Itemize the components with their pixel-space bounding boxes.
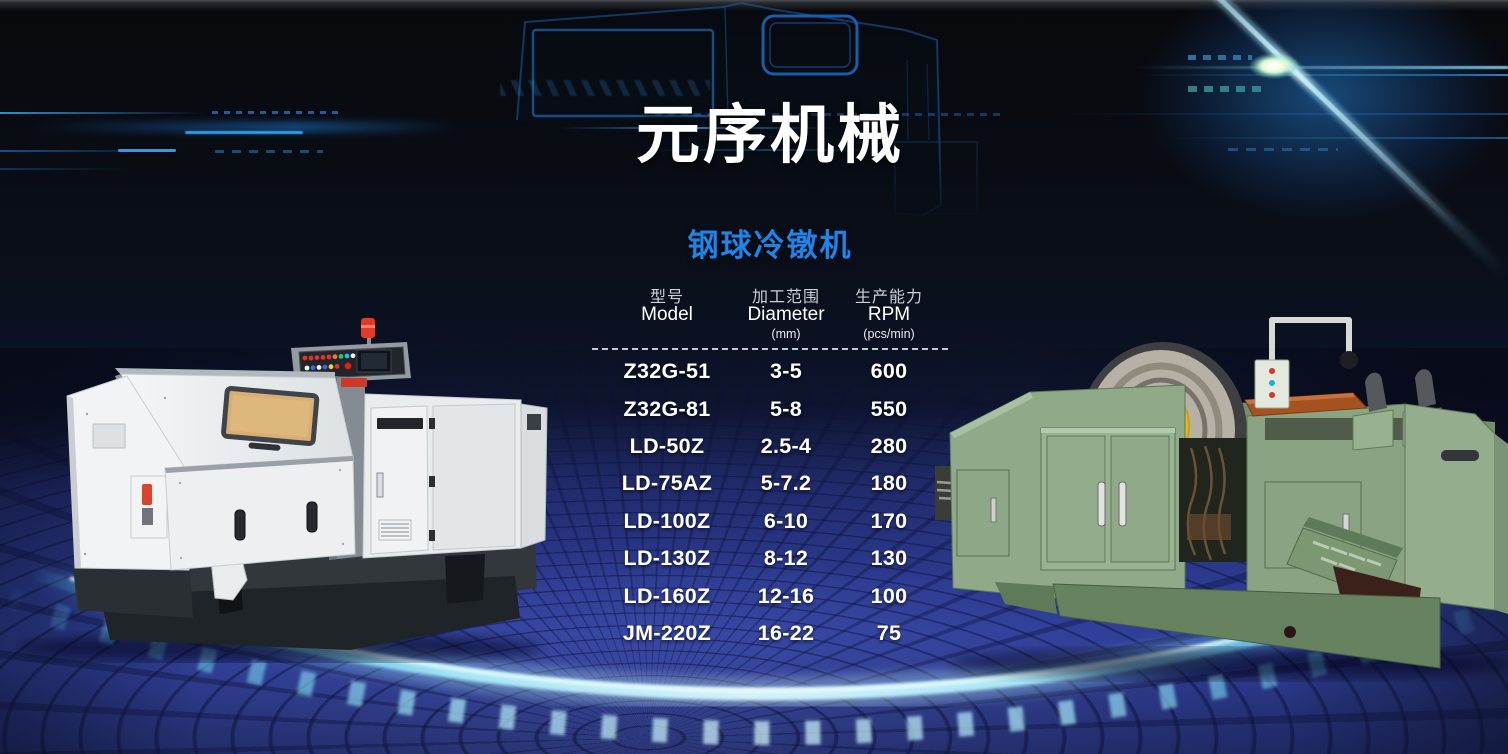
spec-table: 型号 Model 加工范围 Diameter (mm) 生产能力 RPM (pc… [592,283,948,652]
table-row: LD-130Z 8-12 130 [592,540,948,577]
tech-line-decoration [30,122,460,132]
spec-table-rows: Z32G-51 3-5 600 Z32G-81 5-8 550 LD-50Z 2… [592,353,948,652]
table-row: LD-50Z 2.5-4 280 [592,428,948,465]
diameter-cell: 12-16 [757,583,815,608]
column-header-cn: 型号 [649,289,684,306]
column-header-unit: (pcs/min) [863,327,915,341]
column-header-cn: 加工范围 [751,289,820,306]
rpm-cell: 550 [870,396,908,421]
table-row: LD-75AZ 5-7.2 180 [592,465,948,502]
model-cell: Z32G-81 [623,396,711,421]
table-divider [592,348,948,350]
diameter-cell: 2.5-4 [760,433,812,458]
rpm-cell: 180 [870,471,908,496]
table-row: Z32G-81 5-8 550 [592,390,948,427]
column-header-rpm: 生产能力 RPM (pcs/min) [830,283,948,341]
model-cell: LD-50Z [629,433,705,458]
model-cell: LD-75AZ [621,471,713,496]
table-row: JM-220Z 16-22 75 [592,615,948,652]
lens-flare-streak [1072,0,1508,281]
lens-flare-core [1243,50,1305,82]
table-row: LD-160Z 12-16 100 [592,577,948,614]
tech-line-decoration [1060,113,1508,115]
diameter-cell: 8-12 [763,546,809,571]
lens-flare-glow [1090,0,1508,260]
diameter-cell: 3-5 [770,359,802,384]
diameter-cell: 5-8 [770,396,802,421]
tech-line-decoration [118,149,176,152]
rpm-cell: 75 [876,620,902,645]
rpm-cell: 170 [870,508,908,533]
lens-flare-horizontal-line [1130,66,1508,69]
tech-line-decoration [1188,86,1262,92]
tech-line-decoration [215,150,323,153]
column-header-unit [592,327,742,341]
top-edge-strip [0,0,1508,12]
tech-line-decoration [1170,137,1508,139]
model-cell: Z32G-51 [623,359,711,384]
model-cell: LD-160Z [623,583,711,608]
diameter-cell: 6-10 [763,508,809,533]
model-cell: LD-130Z [623,546,711,571]
tech-line-decoration [185,131,303,134]
tech-line-decoration [0,112,205,114]
tech-line-decoration [0,168,128,170]
column-header-en: RPM [867,304,911,325]
diameter-cell: 16-22 [757,620,815,645]
model-cell: LD-100Z [623,508,711,533]
lens-flare-streak [1124,0,1460,230]
tech-line-decoration [1228,148,1338,151]
tech-line-decoration [1140,74,1508,76]
column-header-en: Diameter [747,304,825,325]
tech-line-decoration [212,111,340,114]
spec-table-header: 型号 Model 加工范围 Diameter (mm) 生产能力 RPM (pc… [592,283,948,341]
rpm-cell: 130 [870,546,908,571]
page-subtitle: 钢球冷镦机 [687,228,853,263]
page-title: 元序机械 [636,99,904,171]
column-header-model: 型号 Model [592,283,742,341]
model-cell: JM-220Z [622,620,712,645]
tech-line-decoration [0,150,178,152]
diameter-cell: 5-7.2 [760,471,812,496]
table-row: Z32G-51 3-5 600 [592,353,948,390]
tech-line-decoration [1188,55,1252,60]
column-header-cn: 生产能力 [854,289,923,306]
table-row: LD-100Z 6-10 170 [592,503,948,540]
rpm-cell: 600 [870,359,908,384]
rpm-cell: 280 [870,433,908,458]
column-header-unit: (mm) [771,327,801,341]
column-header-en: Model [641,304,693,325]
column-header-diameter: 加工范围 Diameter (mm) [742,283,830,341]
rpm-cell: 100 [870,583,908,608]
